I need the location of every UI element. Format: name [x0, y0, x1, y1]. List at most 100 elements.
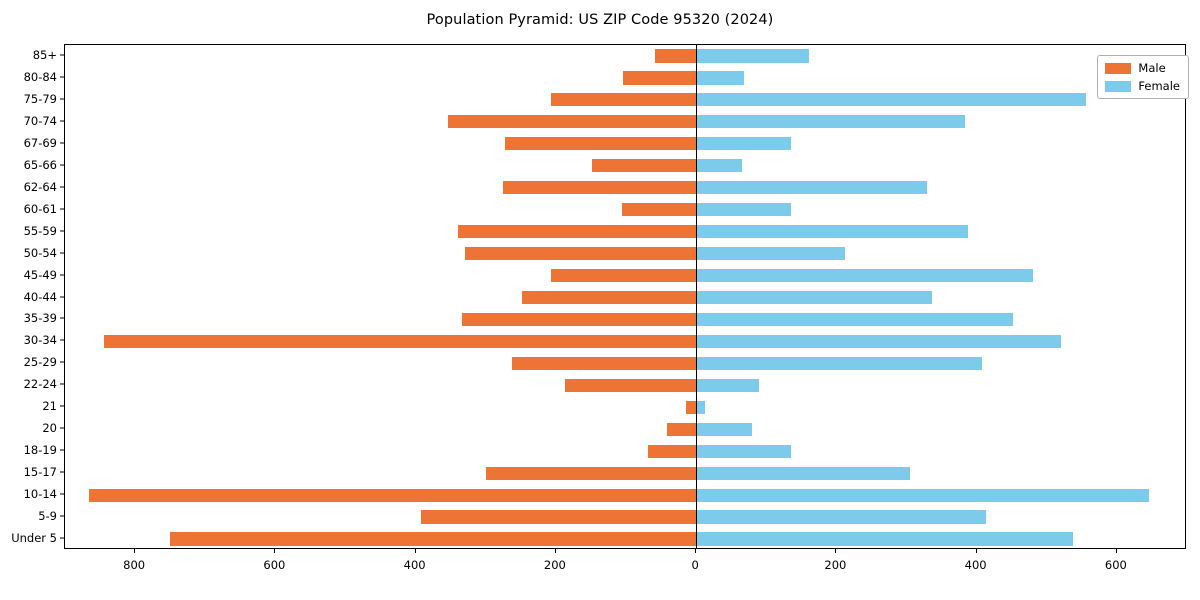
- bar-row: [65, 93, 1185, 107]
- legend-swatch-female: [1105, 80, 1132, 92]
- y-axis-tick-label: 15-17: [23, 465, 57, 480]
- y-axis-tick-mark: [60, 120, 64, 122]
- x-axis-tick-mark: [695, 549, 697, 553]
- y-axis-tick-label: 80-84: [23, 69, 57, 84]
- x-axis-tick-mark: [975, 549, 977, 553]
- y-axis-tick-label: 40-44: [23, 289, 57, 304]
- y-axis-tick-label: 5-9: [38, 509, 57, 524]
- bar-male: [564, 378, 697, 392]
- y-axis-tick-mark: [60, 515, 64, 517]
- x-axis-tick-label: 600: [263, 558, 286, 572]
- bar-row: [65, 510, 1185, 524]
- legend-item-male: Male: [1105, 61, 1180, 75]
- y-axis-tick-mark: [60, 252, 64, 254]
- y-axis-tick-label: 65-66: [23, 157, 57, 172]
- bar-male: [512, 356, 697, 370]
- bar-male: [170, 532, 697, 546]
- bar-male: [521, 290, 697, 305]
- x-axis-tick-label: 800: [123, 558, 146, 572]
- bar-row: [65, 225, 1185, 239]
- y-axis-tick-mark: [60, 383, 64, 385]
- y-axis-tick-mark: [60, 449, 64, 451]
- bar-row: [65, 378, 1185, 392]
- bar-row: [65, 422, 1185, 436]
- bar-female: [696, 488, 1150, 502]
- bar-female: [696, 312, 1014, 327]
- bar-male: [464, 247, 697, 261]
- bars-layer: [65, 45, 1185, 548]
- y-axis-tick-mark: [60, 142, 64, 144]
- bar-male: [591, 159, 697, 173]
- y-axis-tick-label: 55-59: [23, 223, 57, 238]
- bar-male: [666, 422, 697, 436]
- y-axis-tick-label: 25-29: [23, 355, 57, 370]
- y-axis-tick-label: 70-74: [23, 113, 57, 128]
- bar-female: [696, 268, 1033, 283]
- x-axis-tick-label: 400: [964, 558, 987, 572]
- bar-male: [421, 510, 697, 524]
- y-axis-tick-mark: [60, 54, 64, 56]
- bar-row: [65, 488, 1185, 502]
- bar-row: [65, 159, 1185, 173]
- x-axis-tick-label: 600: [1104, 558, 1127, 572]
- bar-female: [696, 290, 933, 305]
- bar-male: [503, 181, 697, 195]
- plot-area: [64, 44, 1186, 549]
- y-axis-tick-mark: [60, 405, 64, 407]
- bar-row: [65, 532, 1185, 546]
- y-axis-tick-mark: [60, 274, 64, 276]
- y-axis-tick-label: 18-19: [23, 443, 57, 458]
- y-axis-tick-label: 22-24: [23, 377, 57, 392]
- x-axis-tick-label: 400: [403, 558, 426, 572]
- bar-row: [65, 312, 1185, 327]
- zero-axis-line: [696, 45, 698, 548]
- bar-female: [696, 71, 744, 85]
- bar-female: [696, 115, 965, 129]
- y-axis-tick-label: 60-61: [23, 201, 57, 216]
- y-axis-tick-mark: [60, 361, 64, 363]
- bar-female: [696, 225, 968, 239]
- x-axis-tick-mark: [274, 549, 276, 553]
- bar-female: [696, 334, 1061, 348]
- legend-item-female: Female: [1105, 79, 1180, 93]
- y-axis-tick-label: Under 5: [11, 531, 57, 546]
- bar-male: [621, 203, 697, 217]
- bar-male: [550, 268, 697, 283]
- bar-male: [686, 400, 697, 414]
- bar-female: [696, 466, 910, 480]
- x-axis-tick-label: 200: [824, 558, 847, 572]
- legend-label-male: Male: [1138, 61, 1166, 75]
- bar-female: [696, 378, 760, 392]
- y-axis-tick-mark: [60, 317, 64, 319]
- bar-row: [65, 356, 1185, 370]
- bar-row: [65, 71, 1185, 85]
- y-axis-tick-label: 10-14: [23, 487, 57, 502]
- bar-female: [696, 159, 742, 173]
- y-axis-tick-mark: [60, 537, 64, 539]
- y-axis-tick-label: 75-79: [23, 91, 57, 106]
- legend[interactable]: Male Female: [1097, 55, 1189, 99]
- bar-female: [696, 400, 705, 414]
- bar-row: [65, 444, 1185, 458]
- y-axis-tick-mark: [60, 471, 64, 473]
- bar-male: [485, 466, 697, 480]
- x-axis-tick-mark: [835, 549, 837, 553]
- bar-row: [65, 181, 1185, 195]
- bar-female: [696, 510, 987, 524]
- y-axis-tick-label: 62-64: [23, 179, 57, 194]
- bar-male: [550, 93, 697, 107]
- y-axis-tick-mark: [60, 493, 64, 495]
- y-axis-tick-mark: [60, 76, 64, 78]
- bar-row: [65, 247, 1185, 261]
- y-axis-tick-mark: [60, 208, 64, 210]
- bar-row: [65, 203, 1185, 217]
- bar-female: [696, 181, 927, 195]
- y-axis-tick-mark: [60, 427, 64, 429]
- y-axis-tick-mark: [60, 296, 64, 297]
- x-axis-tick-label: 200: [543, 558, 566, 572]
- bar-female: [696, 93, 1087, 107]
- bar-row: [65, 466, 1185, 480]
- x-axis-tick-mark: [134, 549, 136, 553]
- bar-row: [65, 334, 1185, 348]
